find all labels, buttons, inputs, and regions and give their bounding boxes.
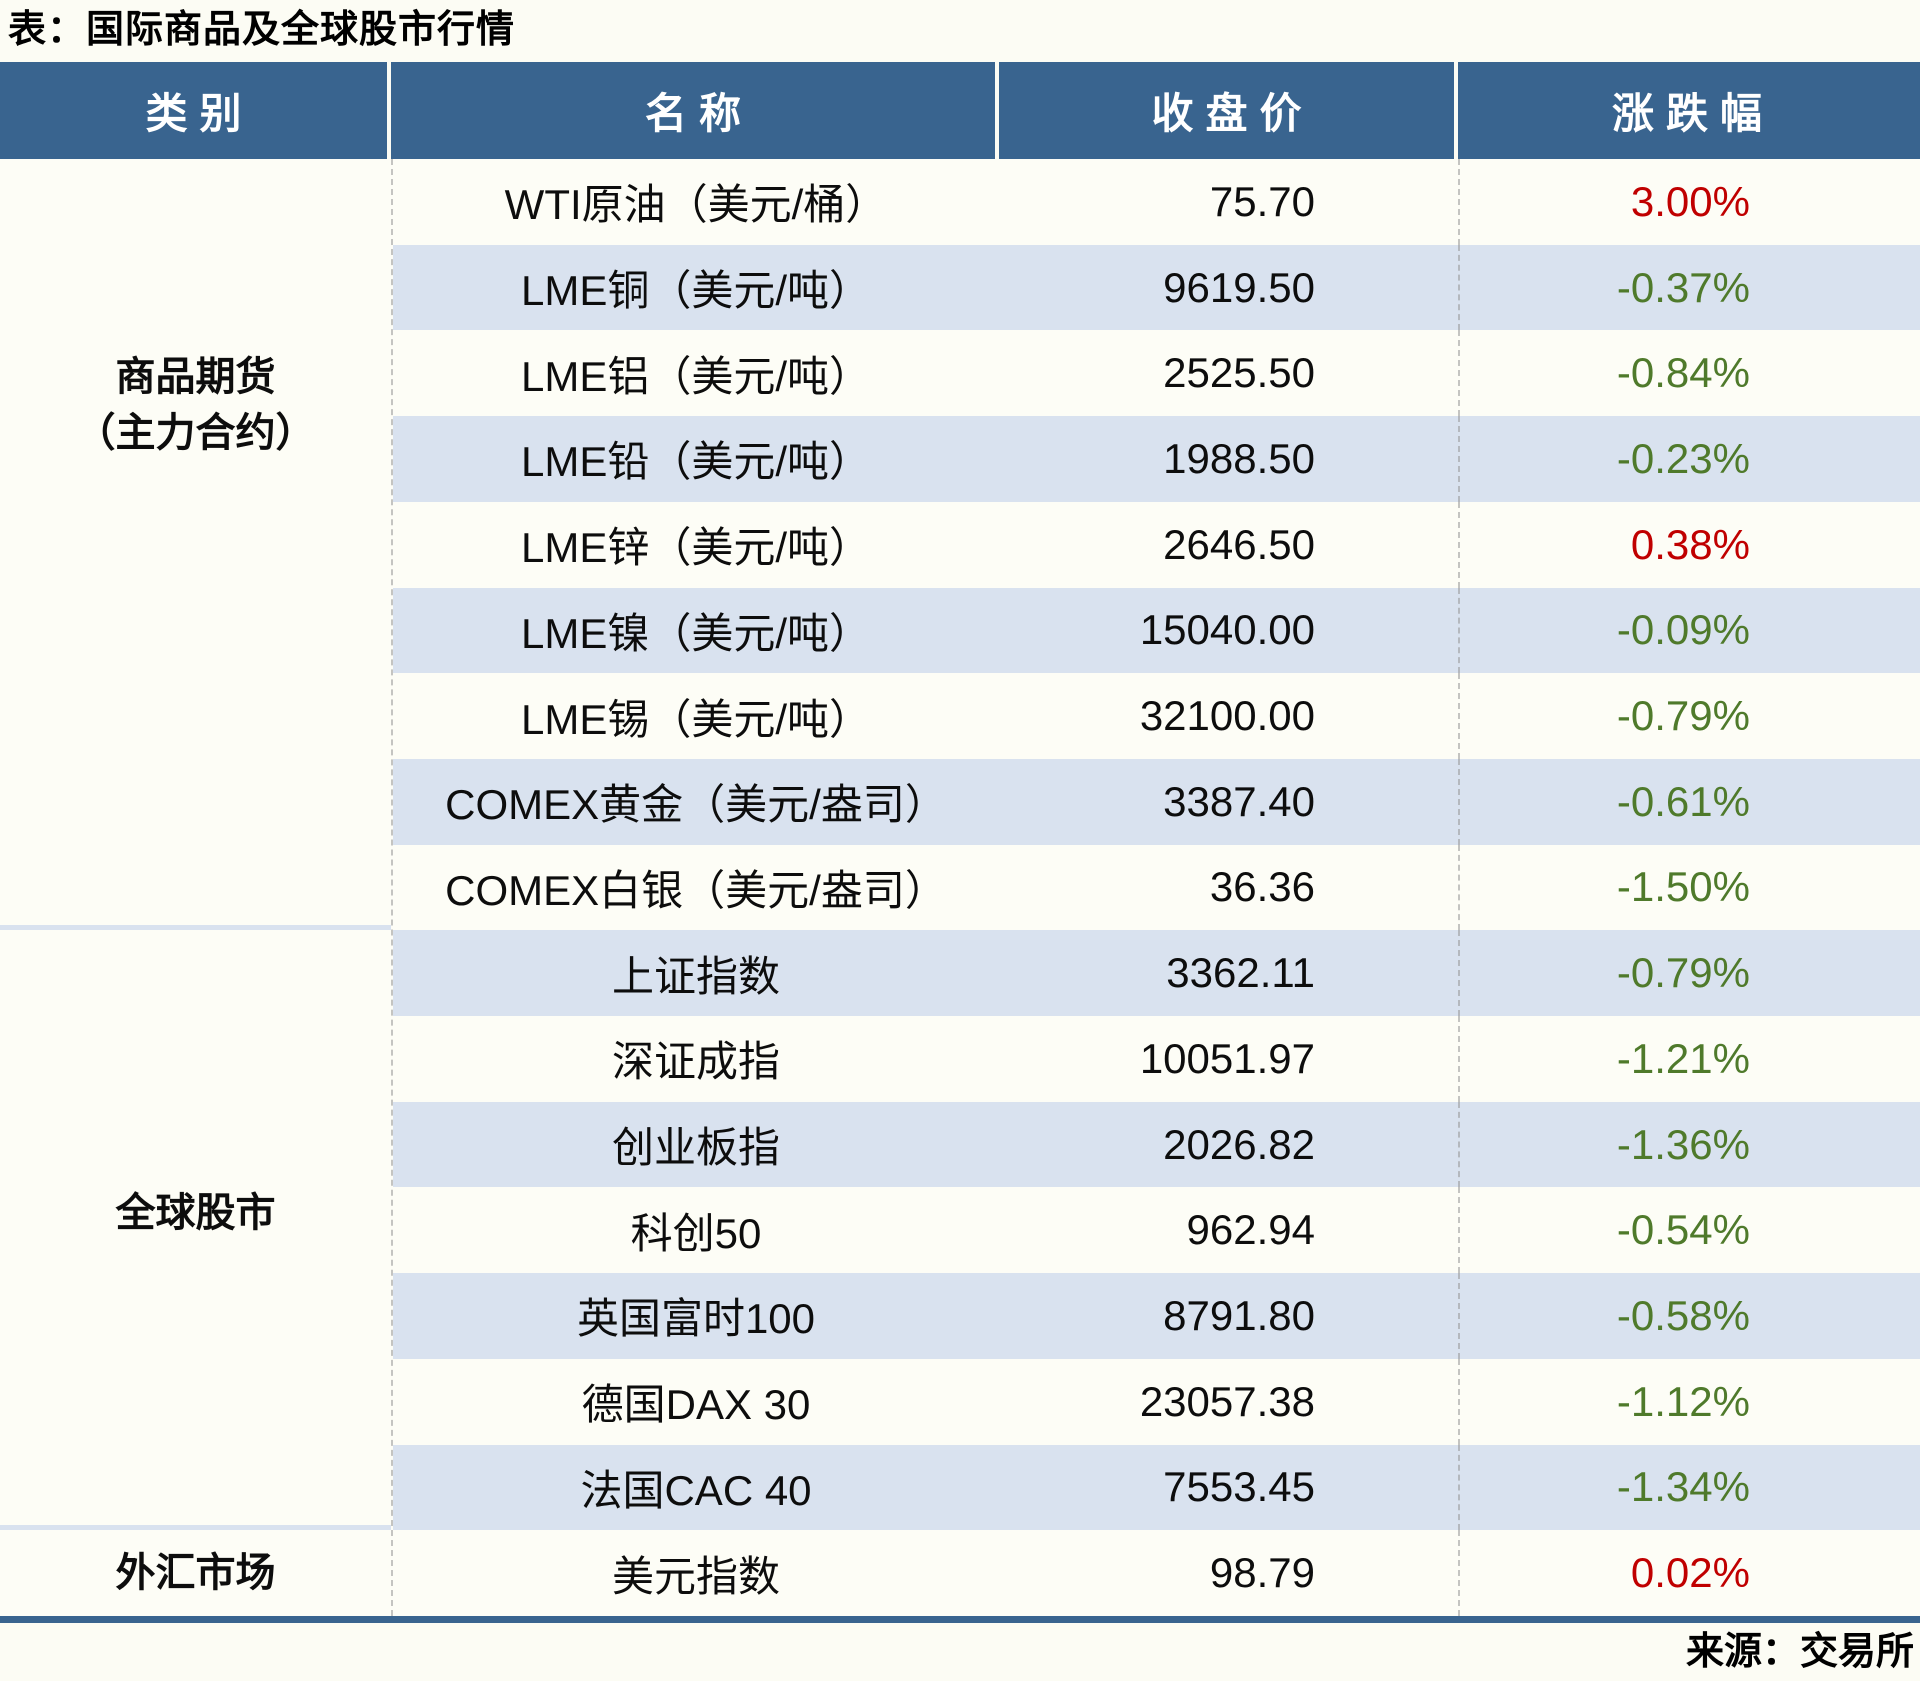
table-header-row: 类别 名称 收盘价 涨跌幅 [0,62,1920,159]
table-row: LME锌（美元/吨） 2646.50 0.38% [393,501,1920,588]
header-cell-name: 名称 [391,62,999,159]
table-row: COMEX白银（美元/盎司） 36.36 -1.50% [393,844,1920,931]
table-row: 创业板指 2026.82 -1.36% [393,1101,1920,1188]
category-cell: 全球股市 [0,930,391,1531]
change-percent: -1.34% [1458,1444,1920,1531]
market-table: 类别 名称 收盘价 涨跌幅 商品期货 （主力合约） 全球股市外汇市场 WTI原油（美… [0,62,1920,1623]
table-row: 科创50 962.94 -0.54% [393,1187,1920,1274]
instrument-name: 上证指数 [611,952,780,1000]
instrument-name: LME铅（美元/吨） [520,438,872,486]
table-row: 上证指数 3362.11 -0.79% [393,930,1920,1017]
change-percent: -0.61% [1458,758,1920,845]
close-price: 962.94 [1186,1206,1315,1254]
category-column: 商品期货 （主力合约） 全球股市外汇市场 [0,159,393,1616]
close-price: 3362.11 [1166,949,1315,997]
change-percent: -0.58% [1458,1273,1920,1359]
table-row: WTI原油（美元/桶） 75.70 3.00% [393,159,1920,245]
instrument-name: 创业板指 [611,1124,780,1172]
close-price: 2646.50 [1163,520,1315,568]
instrument-name: 深证成指 [611,1038,780,1086]
rows: WTI原油（美元/桶） 75.70 3.00% LME铜（美元/吨） 9619.50 -0… [393,159,1920,1616]
change-percent: -0.37% [1458,244,1920,331]
table-row: 深证成指 10051.97 -1.21% [393,1016,1920,1102]
table-body: 商品期货 （主力合约） 全球股市外汇市场 WTI原油（美元/桶） 75.70 3.00%… [0,159,1920,1616]
close-price: 98.79 [1209,1549,1315,1597]
close-price: 3387.40 [1163,777,1315,825]
change-percent: -0.09% [1458,587,1920,674]
close-price: 23057.38 [1139,1377,1315,1425]
table-row: LME锡（美元/吨） 32100.00 -0.79% [393,673,1920,759]
close-price: 1988.50 [1163,434,1315,482]
instrument-name: 英国富时100 [576,1295,816,1343]
table-row: LME镍（美元/吨） 15040.00 -0.09% [393,587,1920,674]
change-percent: -1.50% [1458,844,1920,931]
close-price: 7553.45 [1163,1463,1315,1511]
category-label: 全球股市 [115,1191,276,1236]
instrument-name: 科创50 [630,1209,762,1257]
close-price: 36.36 [1209,863,1315,911]
instrument-name: 美元指数 [611,1552,780,1600]
change-percent: 3.00% [1458,159,1920,245]
close-price: 2026.82 [1163,1120,1315,1168]
change-percent: -0.79% [1458,673,1920,759]
category-label: 商品期货 [115,355,276,399]
table-row: LME铅（美元/吨） 1988.50 -0.23% [393,416,1920,502]
table-row: LME铝（美元/吨） 2525.50 -0.84% [393,330,1920,417]
table-row: 法国CAC 40 7553.45 -1.34% [393,1444,1920,1531]
close-price: 2525.50 [1163,349,1315,397]
close-price: 32100.00 [1139,692,1315,740]
source-label: 来源：交易所 [1685,1631,1914,1673]
table-row: COMEX黄金（美元/盎司） 3387.40 -0.61% [393,758,1920,845]
instrument-name: COMEX白银（美元/盎司） [445,866,947,914]
instrument-name: LME锌（美元/吨） [520,524,872,572]
change-percent: -1.12% [1458,1358,1920,1445]
close-price: 10051.97 [1139,1034,1315,1082]
category-label-line2: （主力合约） [75,411,316,455]
instrument-name: COMEX黄金（美元/盎司） [445,781,947,829]
instrument-name: WTI原油（美元/桶） [504,181,888,229]
instrument-name: LME铝（美元/吨） [520,352,872,400]
close-price: 9619.50 [1163,263,1315,311]
close-price: 15040.00 [1139,606,1315,654]
change-percent: -1.36% [1458,1101,1920,1188]
change-percent: -0.54% [1458,1187,1920,1274]
change-percent: -0.23% [1458,416,1920,502]
change-percent: -0.84% [1458,330,1920,417]
header-cell-change: 涨跌幅 [1611,90,1774,137]
close-price: 75.70 [1209,177,1315,225]
table-row: 美元指数 98.79 0.02% [393,1530,1920,1616]
change-percent: 0.38% [1458,501,1920,588]
header-cell-close: 收盘价 [999,62,1458,159]
page-title: 表：国际商品及全球股市行情 [8,9,516,51]
table-row: 英国富时100 8791.80 -0.58% [393,1273,1920,1359]
instrument-name: 德国DAX 30 [581,1381,811,1429]
header-cell-category: 类别 [0,62,391,159]
close-price: 8791.80 [1163,1291,1315,1339]
category-cell: 商品期货 （主力合约） [0,159,391,931]
table-row: 德国DAX 30 23057.38 -1.12% [393,1358,1920,1445]
instrument-name: 法国CAC 40 [580,1466,812,1514]
instrument-name: LME锡（美元/吨） [520,695,872,743]
category-label: 外汇市场 [115,1551,276,1596]
category-cell: 外汇市场 [0,1530,391,1616]
change-percent: -0.79% [1458,930,1920,1017]
instrument-name: LME铜（美元/吨） [520,267,872,315]
change-percent: 0.02% [1458,1530,1920,1616]
table-bottom-border [0,1616,1920,1623]
change-percent: -1.21% [1458,1016,1920,1102]
table-row: LME铜（美元/吨） 9619.50 -0.37% [393,244,1920,331]
instrument-name: LME镍（美元/吨） [520,609,872,657]
